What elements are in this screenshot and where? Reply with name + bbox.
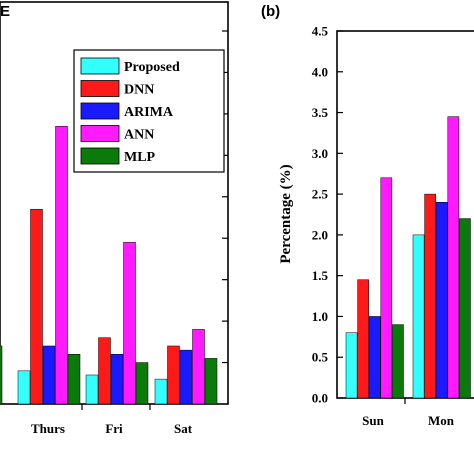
x-tick-label-fri: Fri <box>105 421 123 436</box>
bar-ann-sun <box>380 177 393 399</box>
legend-swatch-ann <box>80 125 120 142</box>
legend-label-proposed: Proposed <box>124 60 180 75</box>
bar-dnn-thurs <box>30 208 43 405</box>
legend-swatch-dnn <box>80 80 120 97</box>
bar-ann-sat <box>192 329 205 405</box>
legend-swatch-arima <box>80 102 120 120</box>
bar-arima-sun <box>368 316 381 399</box>
bar-dnn-sun <box>357 279 369 399</box>
left-bars <box>0 126 218 405</box>
x-tick-label-thurs: Thurs <box>31 421 65 436</box>
bar-ann-fri <box>123 242 136 405</box>
bar-arima-mon <box>435 202 448 399</box>
right-chart-panel: (b) 0.0 0.5 1.0 1.5 2.0 2.5 3.0 3.5 4.0 4.5 Sun M… <box>261 3 474 428</box>
left-right-ticks <box>81 30 228 410</box>
x-tick-label-mon: Mon <box>428 413 455 428</box>
bar-mlp-sat <box>204 358 218 405</box>
bar-dnn-fri <box>98 337 111 405</box>
bar-proposed-mon <box>412 234 425 399</box>
right-panel-label: (b) <box>261 3 280 20</box>
left-chart-panel: E Thurs Fri Sat Proposed DNN ARIMA ANN MLP <box>0 1 229 436</box>
x-tick-label-sat: Sat <box>174 421 193 436</box>
bar-arima-thurs <box>42 345 56 405</box>
y-tick-label: 3.0 <box>312 146 328 161</box>
y-axis-label: Percentage (%) <box>278 164 294 263</box>
y-tick-label: 4.0 <box>312 64 328 79</box>
legend-label-mlp: MLP <box>124 150 156 165</box>
bar-mlp-fri <box>135 362 149 405</box>
legend: Proposed DNN ARIMA ANN MLP <box>73 49 225 173</box>
bar-ann-thurs <box>55 126 68 405</box>
right-bars <box>345 116 471 399</box>
bar-mlp-mon <box>459 218 471 399</box>
y-tick-label: 2.0 <box>312 227 328 242</box>
right-plot-frame <box>336 30 474 399</box>
bar-proposed-fri <box>85 374 99 405</box>
y-tick-label: 0.0 <box>312 391 328 406</box>
bar-ann-mon <box>447 116 460 399</box>
y-tick-label: 4.5 <box>312 24 329 39</box>
left-x-labels: Thurs Fri Sat <box>31 421 193 436</box>
bar-mlp-cat0 <box>0 345 3 405</box>
legend-label-arima: ARIMA <box>124 105 174 120</box>
bar-dnn-mon <box>424 193 436 399</box>
x-tick-label-sun: Sun <box>362 413 384 428</box>
y-tick-label: 1.0 <box>312 309 328 324</box>
bar-arima-fri <box>110 354 124 405</box>
y-tick-label: 1.5 <box>312 268 329 283</box>
y-tick-label: 0.5 <box>312 350 329 365</box>
y-tick-label: 2.5 <box>312 187 329 202</box>
left-panel-label: E <box>0 3 10 20</box>
legend-swatch-proposed <box>80 57 120 75</box>
legend-label-dnn: DNN <box>124 83 154 98</box>
legend-swatch-mlp <box>80 147 120 165</box>
bar-proposed-sat <box>154 378 168 405</box>
bar-proposed-thurs <box>17 370 31 405</box>
bar-mlp-thurs <box>67 354 81 405</box>
bar-arima-sat <box>179 349 193 405</box>
legend-label-ann: ANN <box>124 128 154 143</box>
bar-mlp-sun <box>392 324 404 399</box>
y-tick-label: 3.5 <box>312 105 329 120</box>
bar-proposed-sun <box>345 332 358 399</box>
right-y-ticks: 0.0 0.5 1.0 1.5 2.0 2.5 3.0 3.5 4.0 4.5 <box>312 24 406 406</box>
bar-dnn-sat <box>167 345 180 405</box>
